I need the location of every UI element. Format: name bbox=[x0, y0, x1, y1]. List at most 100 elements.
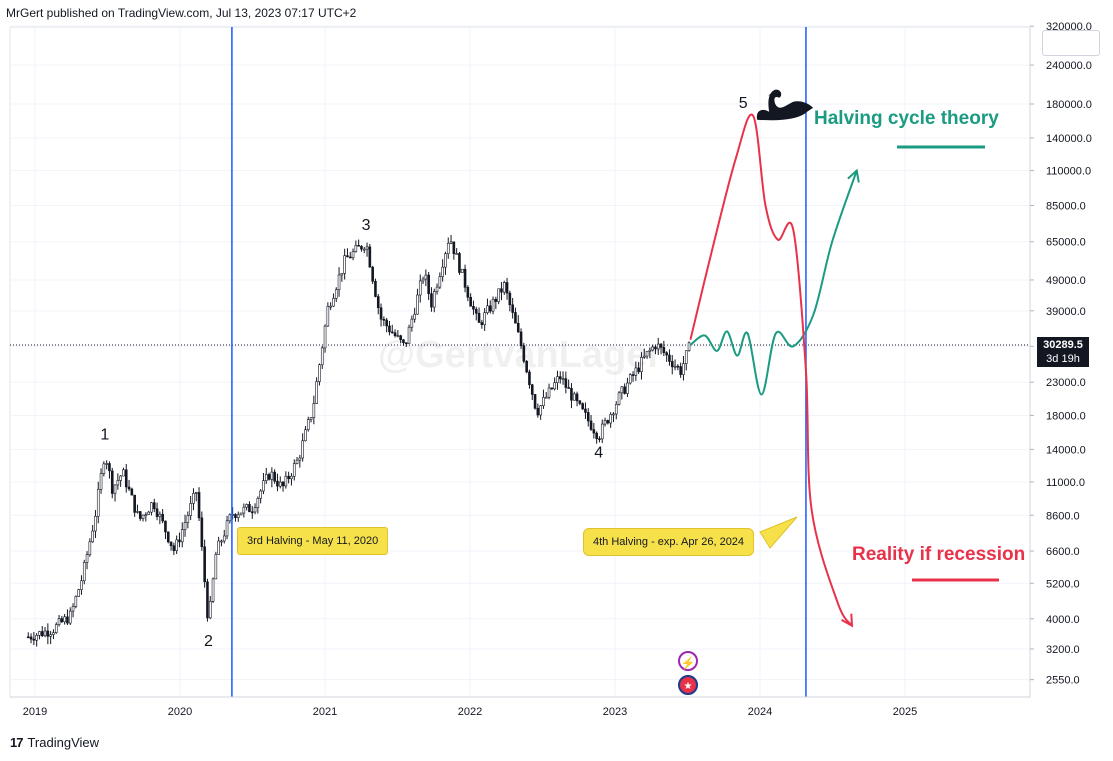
candle bbox=[438, 272, 442, 290]
candle bbox=[645, 350, 649, 359]
candle-body bbox=[483, 312, 486, 325]
us-flag-icon[interactable]: ★ bbox=[678, 675, 698, 695]
candle bbox=[290, 473, 293, 486]
fourth-halving-callout[interactable]: 4th Halving - exp. Apr 26, 2024 bbox=[583, 528, 755, 556]
third-halving-callout[interactable]: 3rd Halving - May 11, 2020 bbox=[237, 527, 389, 555]
candle-body bbox=[623, 386, 626, 394]
halving-theory-label: Halving cycle theory bbox=[814, 108, 999, 129]
candle-body bbox=[306, 419, 310, 430]
candle bbox=[511, 298, 514, 319]
candle-body bbox=[416, 294, 419, 315]
candle bbox=[421, 276, 425, 285]
tradingview-mark-icon: 17 bbox=[10, 735, 24, 750]
candle bbox=[166, 531, 170, 544]
candle-body bbox=[525, 361, 528, 373]
candle bbox=[29, 633, 33, 644]
candle bbox=[43, 627, 47, 638]
candle bbox=[276, 473, 279, 492]
candle-body bbox=[346, 255, 349, 258]
candle-body bbox=[169, 541, 173, 547]
candle-body bbox=[57, 618, 61, 625]
lightning-icon[interactable]: ⚡ bbox=[678, 651, 698, 671]
candle bbox=[77, 588, 80, 597]
candle bbox=[536, 403, 540, 418]
candle bbox=[556, 370, 559, 390]
candle-body bbox=[273, 471, 276, 482]
candle bbox=[334, 287, 338, 302]
candle bbox=[634, 361, 638, 381]
candle bbox=[500, 282, 503, 301]
candle bbox=[94, 510, 97, 538]
candle bbox=[393, 329, 397, 338]
candle bbox=[273, 469, 276, 484]
candle bbox=[343, 248, 346, 280]
candle-body bbox=[362, 248, 366, 251]
watermark: @GertvanLager bbox=[378, 334, 663, 376]
swan-beak bbox=[768, 91, 775, 96]
candle-body bbox=[430, 293, 433, 308]
scale-mode-box[interactable] bbox=[1042, 30, 1100, 56]
candle bbox=[348, 251, 352, 259]
candle bbox=[603, 417, 607, 427]
candle-body bbox=[656, 343, 660, 350]
candle bbox=[250, 505, 254, 519]
candle bbox=[404, 342, 408, 348]
candle bbox=[161, 509, 164, 524]
candle-body bbox=[122, 469, 125, 477]
candle-body bbox=[665, 352, 668, 356]
candle-body bbox=[337, 274, 341, 291]
candle-body bbox=[172, 545, 176, 551]
candle-body bbox=[491, 298, 495, 312]
candle-body bbox=[60, 618, 64, 623]
candle bbox=[522, 342, 526, 364]
candle bbox=[502, 280, 506, 295]
candle-body bbox=[578, 400, 582, 404]
candle bbox=[301, 433, 304, 462]
candle-body bbox=[687, 342, 691, 351]
candle-body bbox=[528, 371, 531, 386]
candle bbox=[665, 351, 668, 362]
candle bbox=[281, 481, 285, 492]
tradingview-logo[interactable]: 17 TradingView bbox=[10, 735, 99, 750]
candle-body bbox=[682, 363, 685, 375]
wave-label-1: 1 bbox=[100, 426, 109, 443]
candle-body bbox=[43, 630, 47, 637]
candle-body bbox=[418, 280, 422, 296]
candle bbox=[628, 373, 632, 385]
candle-body bbox=[449, 241, 453, 244]
candle bbox=[105, 460, 108, 470]
candle-body bbox=[318, 364, 321, 382]
candle bbox=[595, 431, 598, 444]
black-swan-icon bbox=[756, 89, 814, 121]
candle bbox=[676, 364, 680, 371]
candle bbox=[200, 511, 204, 551]
candle bbox=[469, 293, 472, 307]
candle bbox=[458, 251, 461, 275]
candle-body bbox=[458, 253, 461, 273]
candle bbox=[631, 371, 635, 382]
candle bbox=[589, 415, 593, 431]
candle-body bbox=[130, 488, 134, 496]
candle-body bbox=[99, 473, 103, 490]
candle bbox=[390, 324, 394, 334]
candle-body bbox=[133, 494, 136, 513]
candle bbox=[88, 538, 92, 557]
candle bbox=[169, 541, 173, 551]
candle-body bbox=[96, 489, 100, 517]
candle bbox=[472, 300, 475, 315]
candle bbox=[113, 484, 117, 502]
candle bbox=[477, 307, 481, 323]
candle-body bbox=[432, 291, 436, 308]
candle bbox=[306, 416, 310, 432]
candle bbox=[262, 472, 265, 495]
y-tick-label: 65000.0 bbox=[1046, 237, 1086, 249]
candle-body bbox=[511, 304, 514, 313]
candle bbox=[514, 307, 517, 324]
y-tick-label: 11000.0 bbox=[1046, 477, 1085, 489]
candle-body bbox=[676, 365, 680, 368]
candle bbox=[564, 371, 568, 394]
candle bbox=[96, 481, 100, 524]
candle bbox=[119, 475, 122, 487]
candle-body bbox=[446, 243, 450, 255]
